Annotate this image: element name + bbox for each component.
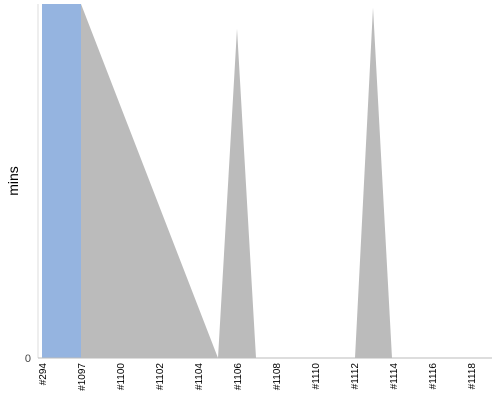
y-tick-label: 0 — [25, 353, 31, 365]
area-series — [42, 4, 392, 358]
x-tick-label: #1118 — [467, 363, 478, 390]
y-axis-label: mins — [5, 166, 21, 196]
x-tick-label: #1106 — [233, 363, 244, 391]
x-tick-labels: #294 #1097 #1100 #1102 #1104 #1106 #1108 #1110 #… — [38, 363, 478, 391]
x-tick-label: #1100 — [116, 363, 127, 391]
x-tick-label: #1116 — [428, 363, 439, 390]
x-tick-label: #1104 — [194, 363, 205, 391]
x-tick-label: #1112 — [350, 363, 361, 390]
x-tick-label: #1097 — [77, 363, 88, 391]
x-tick-label: #1108 — [272, 363, 283, 391]
x-tick-label: #1114 — [389, 363, 400, 390]
x-tick-label: #1102 — [155, 363, 166, 391]
x-tick-label: #294 — [38, 363, 49, 386]
area-series-1 — [42, 4, 81, 358]
area-series-0 — [42, 4, 392, 358]
x-tick-label: #1110 — [311, 363, 322, 390]
